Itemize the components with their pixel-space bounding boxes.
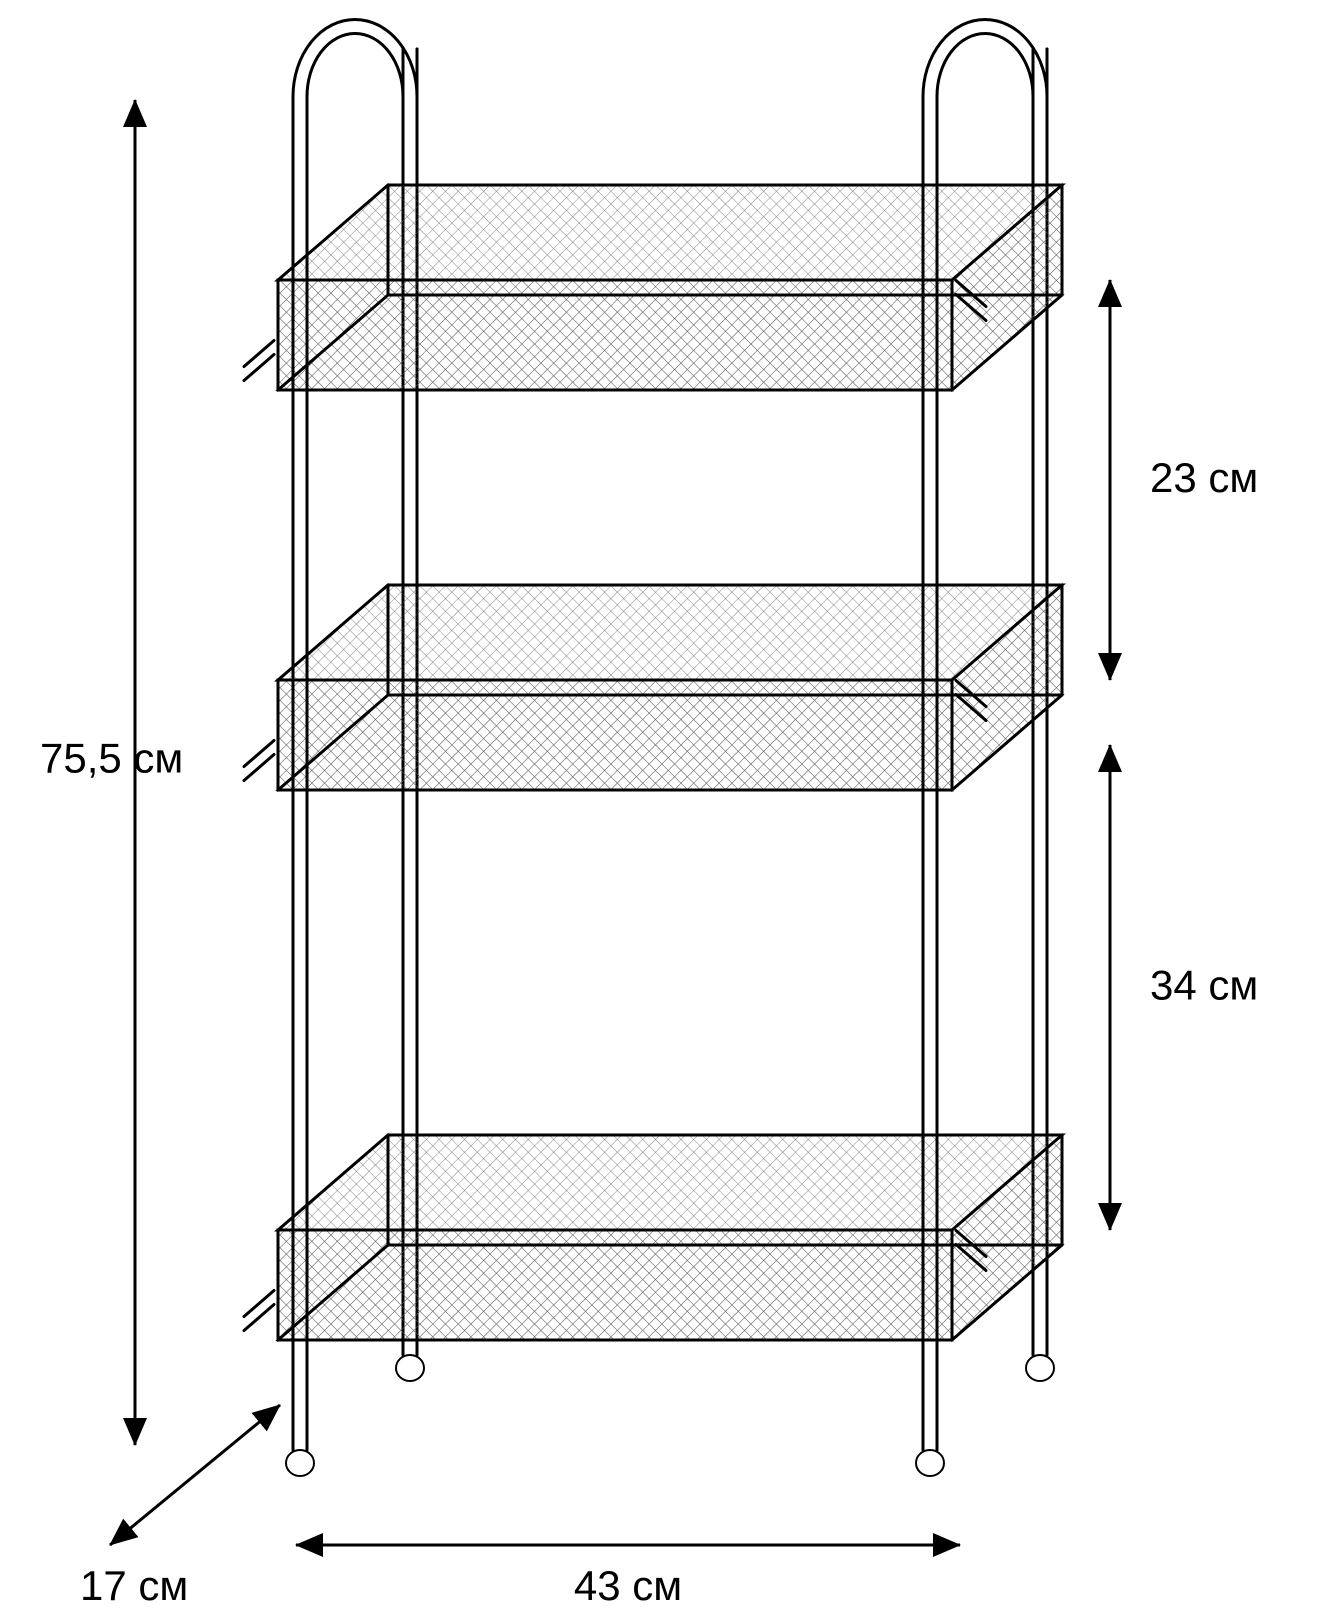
rack-frame <box>244 20 1062 1477</box>
shelves <box>244 185 1062 1340</box>
dimension-label: 17 см <box>80 1562 188 1609</box>
shelf <box>244 1135 1062 1340</box>
dimension-label: 75,5 см <box>40 735 183 782</box>
shelf <box>244 585 1062 790</box>
dimension-label: 43 см <box>574 1562 682 1609</box>
dimension-label: 34 см <box>1150 962 1258 1009</box>
dimension-label: 23 см <box>1150 454 1258 501</box>
shelf <box>244 185 1062 390</box>
